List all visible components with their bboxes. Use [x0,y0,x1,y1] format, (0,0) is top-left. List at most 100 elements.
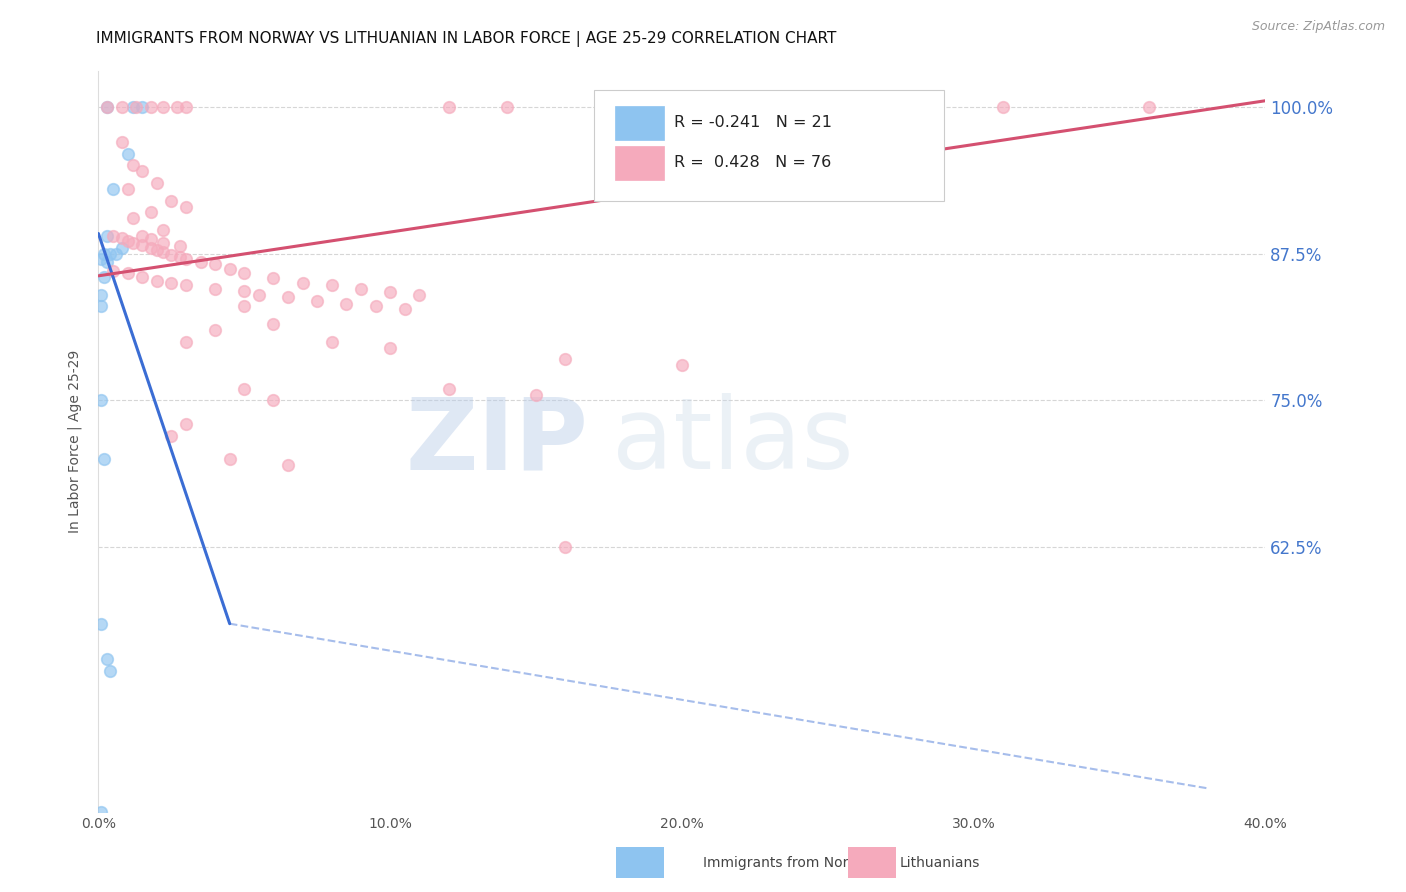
Point [90,252,112,267]
FancyBboxPatch shape [595,90,945,201]
Point [408,287,430,301]
Point [146,243,169,257]
Point [122,100,145,114]
Point [169,250,191,264]
Text: atlas: atlas [612,393,853,490]
Point [131,228,153,243]
Point [495,100,517,114]
Point [378,341,402,355]
Point [204,257,226,271]
Point [991,100,1014,114]
Point [233,267,256,281]
Point [101,182,124,196]
Point [169,239,191,253]
Point [90,616,112,631]
Point [291,276,314,290]
Text: R =  0.428   N = 76: R = 0.428 N = 76 [673,155,831,169]
FancyBboxPatch shape [616,106,665,140]
Point [90,805,112,819]
Point [262,393,284,408]
Point [98,246,121,260]
Point [321,334,343,349]
Point [104,246,127,260]
Point [160,194,183,208]
Point [117,234,139,248]
Point [96,652,118,666]
Point [307,293,329,308]
Point [758,100,780,114]
Point [90,299,112,313]
Point [117,146,139,161]
Point [233,299,256,313]
Point [90,393,112,408]
Point [131,164,153,178]
Point [160,276,183,290]
Point [139,232,162,246]
Point [152,235,174,250]
Point [122,235,145,250]
Point [437,382,460,396]
Text: IMMIGRANTS FROM NORWAY VS LITHUANIAN IN LABOR FORCE | AGE 25-29 CORRELATION CHAR: IMMIGRANTS FROM NORWAY VS LITHUANIAN IN … [96,31,837,47]
Point [139,241,162,255]
Point [93,270,115,285]
Point [350,282,373,296]
Point [262,317,284,331]
Point [218,261,240,276]
Y-axis label: In Labor Force | Age 25-29: In Labor Force | Age 25-29 [67,350,83,533]
Point [146,176,169,190]
Point [111,241,134,255]
Point [152,100,174,114]
Point [247,287,270,301]
Point [160,428,183,442]
Point [166,100,188,114]
Point [174,200,197,214]
Point [131,270,153,285]
Point [139,100,162,114]
Point [218,452,240,467]
Point [96,228,118,243]
Point [93,246,115,260]
Point [101,228,124,243]
Text: R = -0.241   N = 21: R = -0.241 N = 21 [673,115,832,130]
Point [904,100,927,114]
Text: ZIP: ZIP [406,393,589,490]
Point [671,358,693,372]
Point [122,158,145,172]
Point [96,254,118,268]
Point [233,284,256,298]
Point [101,264,124,278]
Point [1137,100,1160,114]
Point [174,100,197,114]
Point [139,205,162,219]
Point [131,100,153,114]
Point [335,297,357,311]
Point [122,211,145,226]
Point [554,352,576,367]
Point [152,245,174,260]
Point [131,238,153,252]
Point [364,299,387,313]
Point [117,182,139,196]
Point [96,100,118,114]
Point [146,274,169,288]
Point [117,267,139,281]
Point [190,254,212,268]
Point [174,278,197,293]
Point [96,100,118,114]
Text: Source: ZipAtlas.com: Source: ZipAtlas.com [1251,20,1385,33]
Point [111,100,134,114]
Point [160,248,183,262]
Point [174,334,197,349]
Point [277,458,299,472]
Point [262,271,284,285]
Point [277,290,299,304]
Point [98,664,121,678]
Point [378,285,402,300]
Point [204,323,226,337]
FancyBboxPatch shape [616,146,665,180]
Point [204,282,226,296]
Point [437,100,460,114]
Point [524,387,547,401]
Point [174,252,197,267]
Point [845,100,868,114]
